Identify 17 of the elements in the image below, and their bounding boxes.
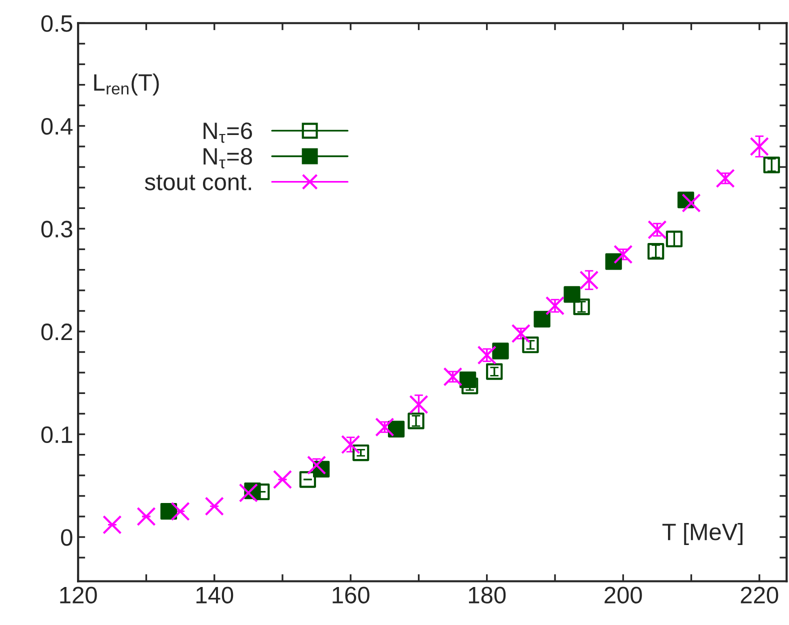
y-tick-label: 0.4 bbox=[41, 118, 73, 135]
y-tick-label: 0.1 bbox=[41, 426, 72, 444]
x-tick-label: 120 bbox=[60, 586, 97, 604]
legend-label: N$_{τ}$=6 bbox=[204, 122, 252, 143]
x-axis-title: T [MeV] bbox=[662, 522, 742, 545]
y-tick-label: 0.3 bbox=[41, 220, 72, 238]
y-axis-title: L$_{ren}$(T) bbox=[94, 73, 159, 96]
y-tick-label: 0.2 bbox=[41, 324, 72, 340]
legend-label: N$_{τ}$=8 bbox=[204, 148, 252, 168]
legend-label: stout cont. bbox=[144, 174, 252, 190]
x-tick-label: 220 bbox=[740, 586, 778, 604]
y-tick-label: 0.5 bbox=[41, 15, 72, 32]
x-tick-label: 200 bbox=[604, 586, 642, 604]
y-tick-label: 0 bbox=[61, 529, 72, 546]
x-tick-label: 180 bbox=[468, 586, 506, 604]
x-tick-label: 160 bbox=[332, 586, 370, 604]
x-tick-label: 140 bbox=[196, 586, 234, 604]
